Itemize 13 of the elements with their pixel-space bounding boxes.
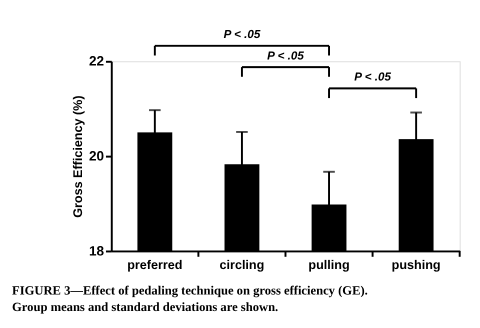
text: P < .05 (224, 28, 261, 42)
x-tick-label: circling (220, 258, 264, 272)
annotation: P < .05 (354, 70, 392, 84)
y-tick-label: 20 (88, 148, 104, 164)
y-tick-label: 22 (88, 54, 104, 69)
caption: FIGURE 3—Effect of pedaling technique on gross efficiency (GE). (12, 284, 368, 298)
x-tick-label: pulling (308, 258, 350, 272)
annotation: P < .05 (267, 49, 304, 62)
text: Group means and standard deviations are shown. (12, 300, 278, 314)
x-tick-label: pushing (392, 258, 441, 272)
y-tick-label: 18 (88, 243, 104, 258)
y-axis-title: Gross Efficiency (%) (71, 95, 86, 218)
x-tick-label: preferred (127, 258, 182, 272)
